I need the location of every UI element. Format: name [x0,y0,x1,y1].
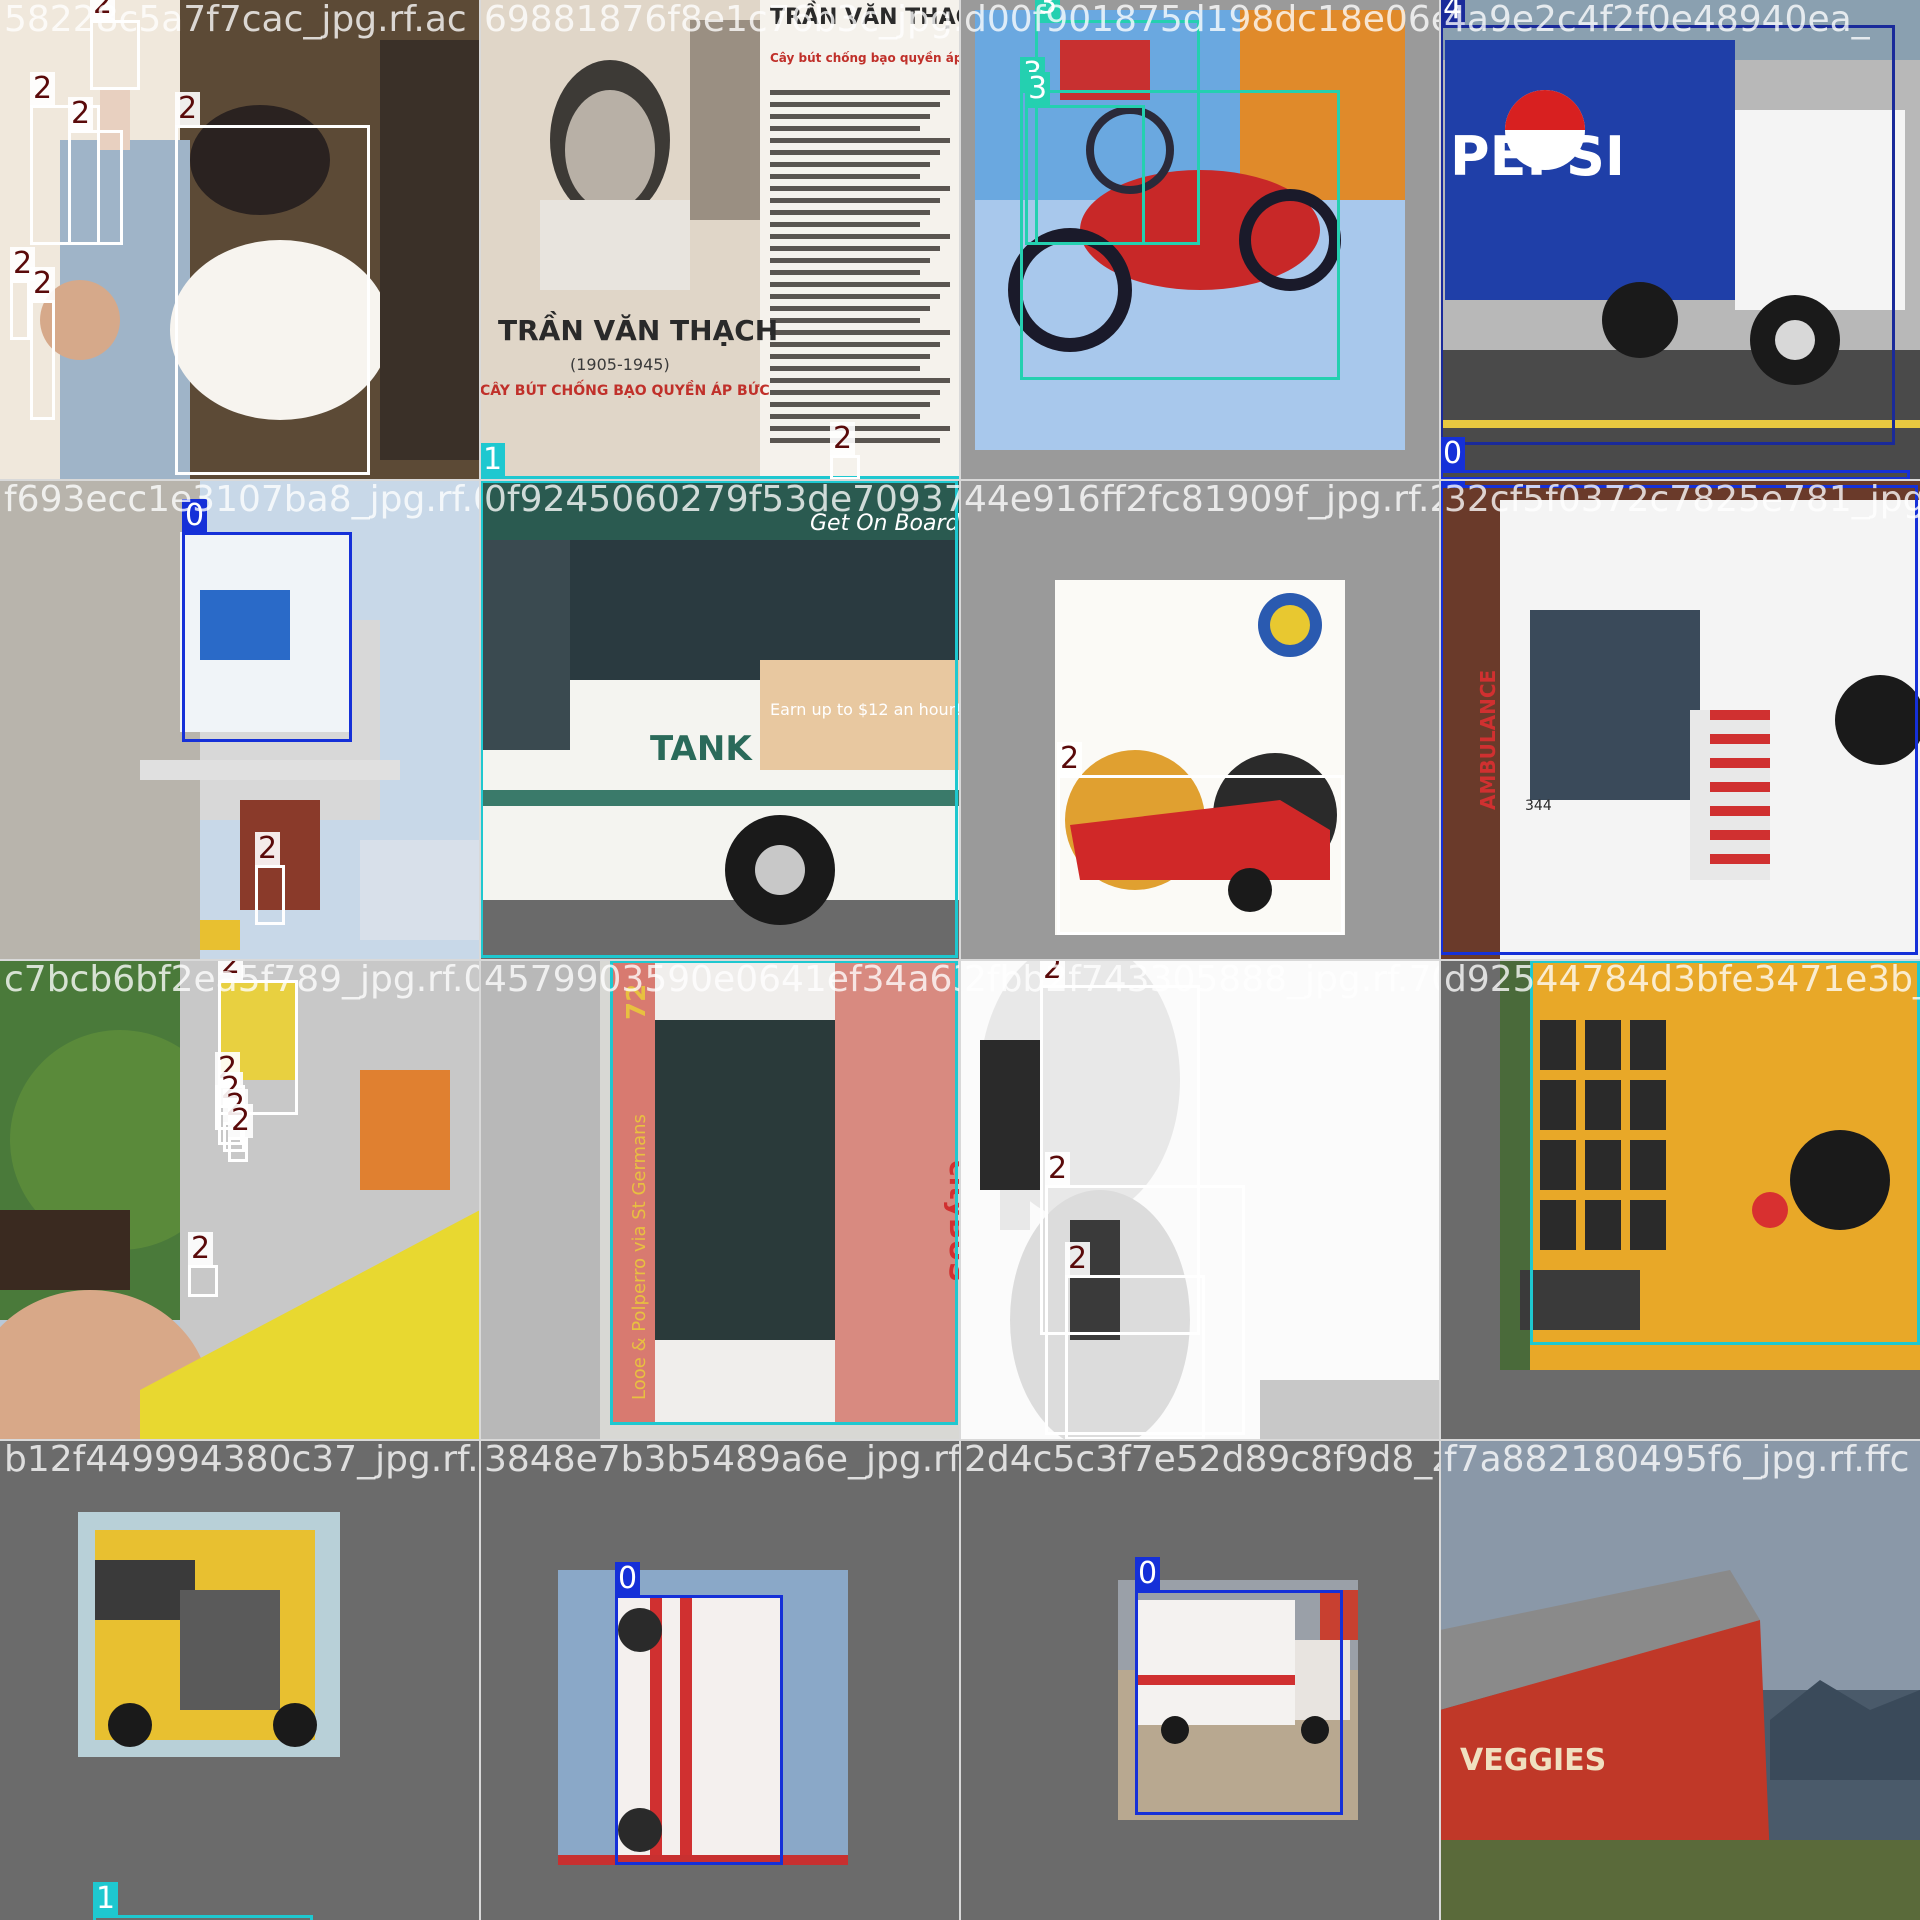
poster-years: (1905-1945) [570,355,670,374]
detection-class-label: 2 [1057,742,1083,776]
bus-slogan-text: Get On Board! [810,511,960,536]
detection-box: 1 [480,480,958,958]
mosaic-tile: 0 2 f693ecc1e3107ba8_jpg.rf.0 [0,480,480,960]
detection-box: 1 [610,960,958,1425]
detection-box: 0 [1440,480,1918,955]
detection-class-label: 2 [218,960,244,981]
poster-header: TRẦN VĂN THẠCH [770,1,960,30]
bus-destination-text: Looe & Polperro via St Germans [629,1114,650,1400]
detection-class-label: 0 [1440,480,1466,486]
ambulance-number: 344 [1525,798,1552,814]
mosaic-tile: 333d00f901875d198dc18e06e0_z [960,0,1440,480]
detection-box: 4 [1440,0,1895,445]
detection-box: 2 [1057,742,1344,935]
mosaic-tile: 2 2 2 2 2 2 58228c5a7f7cac_jpg.rf.ac [0,0,480,480]
school-bus-front-scene [0,1440,480,1920]
detection-box: 1 [1530,960,1920,1345]
mosaic-tile: PEPSI 4 0 4a9e2c4f2f0e48940ea_ [1440,0,1920,480]
detection-box: 2 [1040,960,1200,1335]
red-barn-scene: VEGGIES [1440,1440,1920,1920]
mosaic-tile: 222222c7bcb6bf2ea5f789_jpg.rf.0f [0,960,480,1440]
ambulance-side-text: AMBULANCE [1476,670,1500,810]
detection-class-label: 2 [175,92,201,126]
mosaic-tile: 1 b12f449994380c37_jpg.rf.14 [0,1440,480,1920]
detection-class-label: 0 [1440,437,1466,471]
mosaic-tile: 344AMBULANCE032cf5f0372c7825e781_jpg.rf.… [1440,480,1920,960]
tile-divider [0,1439,1920,1441]
detection-class-label: 2 [1045,1152,1071,1186]
detection-box: 2 [90,0,140,90]
detection-class-label: 2 [30,72,56,106]
detection-box: 1 [93,1882,313,1920]
poster-subtitle: CÂY BÚT CHỐNG BẠO QUYỀN ÁP BỨC [480,379,770,399]
detection-class-label: 2 [1065,1242,1091,1276]
detection-class-label: 2 [30,267,56,301]
tile-divider [1439,0,1441,1920]
wedding-street-scene [0,0,480,480]
detection-box: 0 [1440,437,1910,480]
detection-box: 2 [830,422,860,480]
detection-box: 2 [228,1104,254,1162]
bus-ad-text: Earn up to $12 an hour! [770,700,960,719]
mosaic-tile: 2 44e916ff2fc81909f_jpg.rf.28 [960,480,1440,960]
detection-class-label: 2 [188,1232,214,1266]
detection-class-label: 2 [68,97,94,131]
detection-box: 2 [255,832,285,925]
bus-route-text: 72 [622,984,652,1020]
mosaic-tile: VEGGIES f7a882180495f6_jpg.rf.ffc [1440,1440,1920,1920]
detection-class-label: 2 [228,1104,254,1138]
tank-bus-scene: TANK Get On Board! Earn up to $12 an hour! [480,480,960,960]
selfie-man-scene [0,960,480,1440]
detection-box: 3 [1025,72,1145,245]
detection-class-label: 1 [93,1882,119,1916]
detection-class-label: 0 [1135,1557,1161,1591]
ambulance-lot-scene [960,1440,1440,1920]
detection-class-label: 3 [1035,0,1061,21]
poster-portrait-scene: TRẦN VĂN THẠCH (1905-1945) CÂY BÚT CHỐNG B… [480,0,960,480]
detection-class-label: 2 [90,0,116,21]
mosaic-tile: Looe & Polperro via St Germans72cityBUS1… [480,960,960,1440]
detection-box: 2 [188,1232,218,1297]
poster-title: TRẦN VĂN THẠCH [498,310,778,347]
tile-divider [0,959,1920,961]
detection-box: 2 [1045,1152,1245,1435]
mosaic-tile: 1d92544784d3bfe3471e3b_ [1440,960,1920,1440]
barn-sign-text: VEGGIES [1460,1743,1606,1778]
detection-box: 0 [1135,1557,1343,1815]
detection-class-label: 2 [255,832,281,866]
detection-box: 2 [1065,1242,1205,1440]
mosaic-tile: TRẦN VĂN THẠCH (1905-1945) CÂY BÚT CHỐNG B… [480,0,960,480]
detection-box: 2 [30,72,100,245]
detection-class-label: 0 [615,1562,641,1596]
mosaic-tile: 2 2 2 2fbb2f743305888_jpg.rf.707 [960,960,1440,1440]
detection-box: 0 [615,1562,783,1865]
detection-class-label: 0 [182,499,208,533]
detection-class-label: 2 [10,247,36,281]
detection-class-label: 2 [830,422,856,456]
pepsi-logo-text: PEPSI [1450,125,1625,188]
poster-header-sub: Cây bút chống bạo quyền áp bức [770,51,960,65]
detection-class-label: 2 [1040,960,1066,986]
ambulance-close-scene: 344 AMBULANCE [1440,480,1920,960]
detection-class-label: 4 [1440,0,1466,26]
detection-box: 2 [30,267,56,420]
mosaic-tile: TANK Get On Board! Earn up to $12 an hour!… [480,480,960,960]
school-bus-side-scene [1440,960,1920,1440]
bus-brand-text: TANK [650,729,753,769]
detection-box: 2 [218,960,298,1115]
detection-class-label: 1 [480,443,506,477]
red-car-art-scene [960,480,1440,960]
detection-box: 2 [68,97,123,245]
detection-box: 2 [10,247,36,340]
ambulance-rotated-scene [480,1440,960,1920]
detection-box: 0 [182,499,352,742]
pepsi-truck-scene: PEPSI [1440,0,1920,480]
detection-box: 2 [175,92,370,475]
detection-class-label: 3 [1025,72,1051,106]
